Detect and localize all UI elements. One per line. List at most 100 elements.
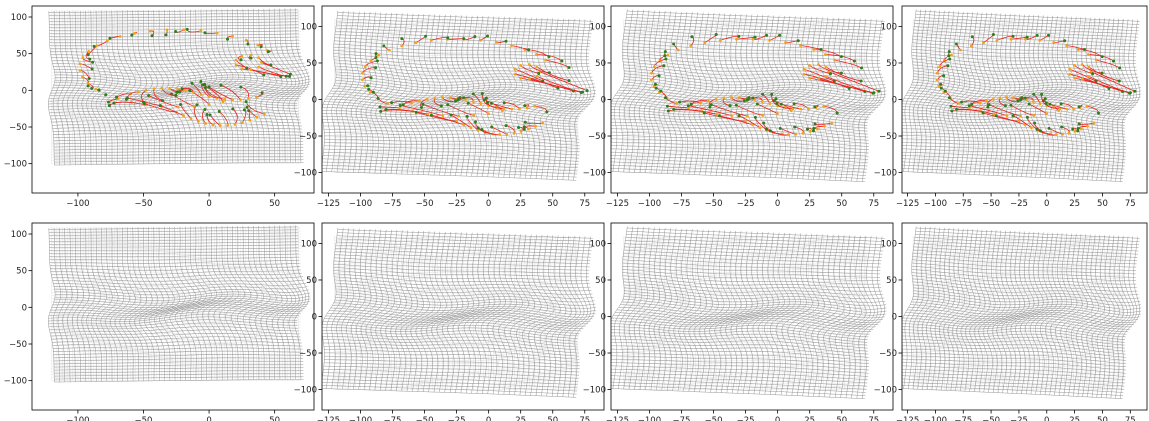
source-point — [248, 118, 252, 122]
source-point — [794, 132, 798, 136]
source-point — [249, 53, 253, 57]
source-point — [398, 106, 401, 110]
trajectory-line — [673, 108, 717, 115]
target-point — [245, 105, 249, 109]
axes-frame — [31, 5, 315, 194]
source-point — [1024, 37, 1027, 41]
panel-row2-col1: −100 −50 0 50 −100 −50 0 50 100 — [4, 222, 315, 421]
target-point — [97, 88, 101, 92]
trajectory-line — [148, 95, 179, 108]
target-point — [203, 31, 207, 35]
trajectory-line — [711, 104, 748, 117]
source-point — [995, 39, 999, 42]
trajectory-line — [379, 106, 400, 109]
trajectory-line — [232, 108, 238, 125]
source-point — [1065, 107, 1069, 111]
target-point — [112, 101, 116, 105]
target-point — [877, 89, 881, 93]
target-point — [653, 82, 657, 86]
target-point — [663, 50, 667, 54]
target-point — [545, 110, 549, 114]
target-point — [954, 42, 958, 46]
source-point — [527, 127, 530, 131]
target-point — [1011, 114, 1015, 118]
target-point — [522, 125, 526, 129]
x-tick-label: 50 — [836, 416, 847, 421]
deformed-grid-lines — [611, 226, 887, 399]
target-point — [947, 96, 951, 100]
target-point — [947, 50, 951, 54]
trajectory-line — [539, 71, 588, 91]
x-tick-label: −125 — [317, 416, 340, 421]
target-point — [664, 57, 668, 61]
target-point — [86, 84, 90, 88]
source-point — [498, 133, 502, 136]
target-point — [414, 110, 418, 114]
target-point — [829, 72, 832, 76]
target-point — [384, 108, 388, 111]
source-point — [233, 122, 237, 126]
target-point — [556, 86, 560, 90]
y-tick-label: −100 — [294, 386, 317, 396]
target-point — [717, 114, 721, 118]
target-point — [1077, 122, 1081, 126]
target-point — [462, 37, 466, 41]
axes-frame — [31, 222, 315, 411]
target-point — [839, 55, 843, 59]
target-point — [689, 102, 693, 106]
source-point — [935, 71, 939, 75]
x-tick-label: 0 — [206, 199, 211, 209]
source-point — [429, 39, 433, 42]
trajectory-line — [186, 29, 201, 33]
target-point — [852, 59, 856, 63]
trajectory-line — [1088, 76, 1130, 94]
y-tick-label: −100 — [583, 386, 606, 396]
target-point — [400, 37, 404, 41]
target-point — [284, 74, 288, 78]
target-point — [690, 35, 694, 39]
target-point — [1032, 92, 1036, 96]
target-point — [480, 128, 484, 131]
source-point — [495, 41, 498, 44]
source-point — [244, 38, 248, 42]
trajectory-line — [813, 49, 842, 57]
trajectory-line — [736, 104, 763, 116]
source-point — [699, 101, 703, 105]
y-tick-label: 100 — [301, 239, 317, 249]
target-point — [1009, 103, 1013, 107]
target-point — [949, 104, 953, 108]
target-point — [90, 67, 94, 71]
source-point — [249, 68, 253, 72]
source-point — [1065, 44, 1068, 47]
target-point — [484, 96, 488, 100]
source-point — [1061, 132, 1064, 136]
target-point — [476, 126, 480, 130]
target-point — [1047, 33, 1050, 37]
source-point — [263, 112, 266, 116]
source-point — [982, 41, 985, 45]
y-tick-label: −100 — [4, 377, 27, 387]
deformed-grid-lines — [48, 225, 311, 383]
x-tick-label: −75 — [673, 416, 691, 421]
target-point — [490, 101, 494, 105]
target-point — [567, 79, 571, 83]
source-point — [1005, 114, 1009, 117]
source-point — [650, 71, 653, 75]
target-point — [764, 127, 768, 131]
trajectory-line — [261, 62, 291, 75]
target-point — [1100, 55, 1104, 59]
target-point — [175, 90, 179, 94]
source-point — [737, 96, 741, 99]
source-point — [204, 122, 208, 125]
x-tick-label: 75 — [868, 416, 879, 421]
plot-area — [322, 227, 596, 398]
target-point — [745, 98, 749, 102]
trajectory-line — [415, 35, 427, 44]
target-point — [161, 99, 164, 103]
target-point — [779, 102, 783, 106]
source-point — [510, 44, 513, 47]
source-point — [211, 123, 215, 127]
target-point — [813, 105, 817, 109]
x-tick-label: 75 — [579, 416, 590, 421]
target-point — [709, 103, 713, 107]
